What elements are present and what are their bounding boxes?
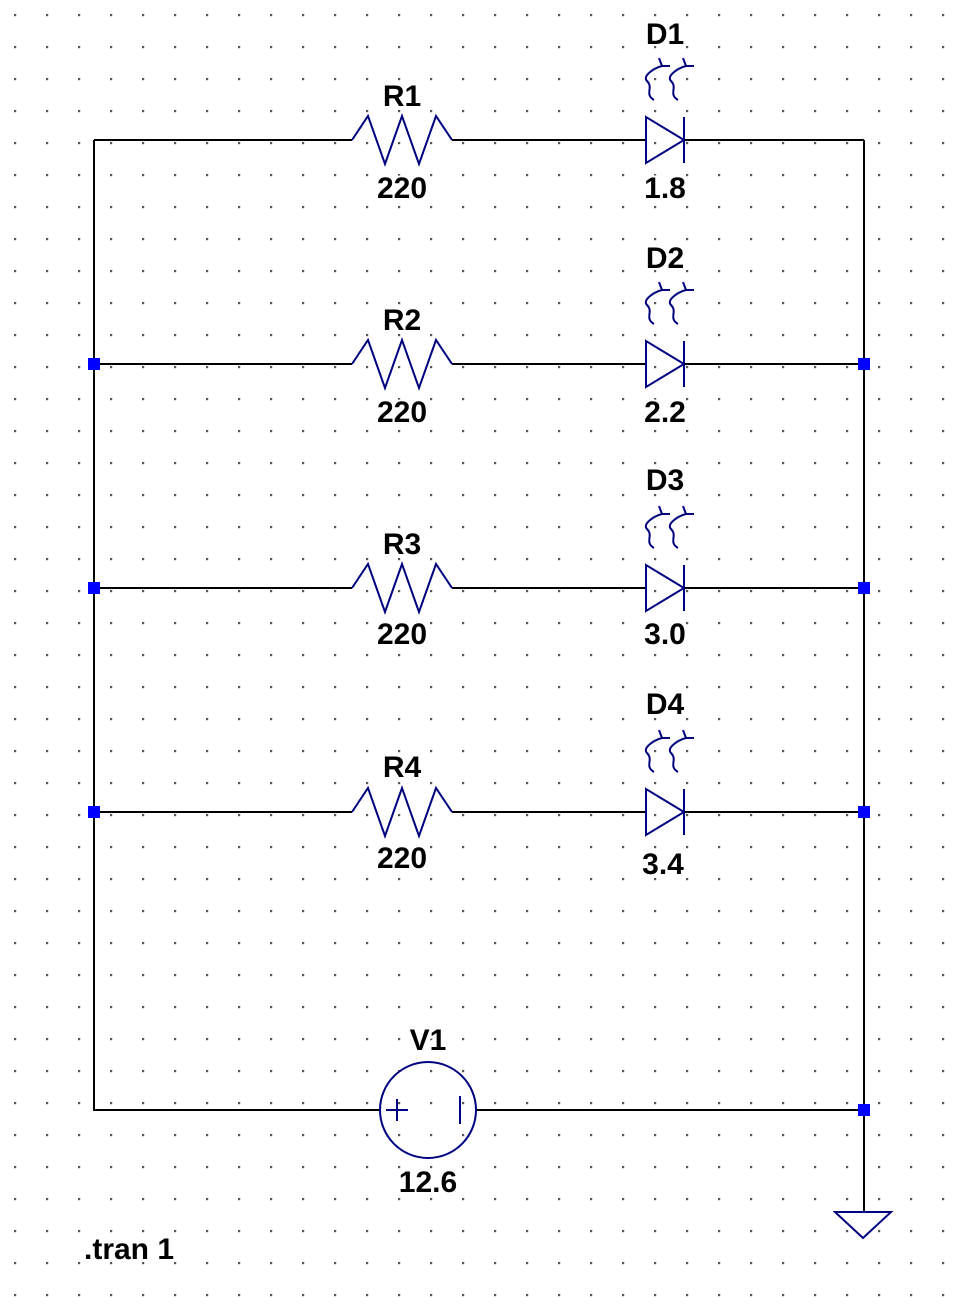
resistor-r4-value: 220 [377,842,427,875]
led-d4-value: 3.4 [642,848,684,881]
led-d4-name: D4 [646,688,685,721]
led-d3-light-icon [644,505,694,549]
led-d3-name: D3 [646,464,684,497]
led-d2-name: D2 [646,242,684,275]
junction-nodes [88,358,870,1116]
led-d4[interactable]: D4 3.4 [640,686,694,883]
led-d1-value: 1.8 [644,172,686,205]
junction-node[interactable] [88,358,100,370]
wires [93,139,865,1212]
led-d1-light-icon [644,57,694,101]
resistor-r1-value: 220 [377,172,427,205]
resistor-r3[interactable]: R3 220 [351,526,453,653]
junction-node[interactable] [858,358,870,370]
ground-icon[interactable] [832,1211,894,1240]
junction-node[interactable] [858,1104,870,1116]
resistor-r1-name: R1 [383,80,421,113]
junction-node[interactable] [858,582,870,594]
resistor-r4-name: R4 [383,751,422,784]
voltage-source-v1[interactable]: V1 12.6 [379,1022,477,1201]
led-d2-light-icon [644,281,694,325]
led-d3[interactable]: D3 3.0 [642,462,694,653]
junction-node[interactable] [858,806,870,818]
led-d3-value: 3.0 [644,618,686,651]
resistor-r2-value: 220 [377,396,427,429]
led-d4-light-icon [644,729,694,773]
resistor-r1[interactable]: R1 220 [351,78,453,207]
resistor-r3-value: 220 [377,618,427,651]
resistor-r2[interactable]: R2 220 [351,302,453,431]
wire-left-rail[interactable] [93,140,380,1111]
resistor-r4[interactable]: R4 220 [351,749,453,877]
led-d2[interactable]: D2 2.2 [642,240,694,431]
led-d1[interactable]: D1 1.8 [642,16,694,207]
voltage-source-v1-value: 12.6 [399,1166,457,1199]
led-d2-value: 2.2 [644,396,686,429]
spice-directive[interactable]: .tran 1 [82,1231,176,1268]
resistor-r2-name: R2 [383,304,421,337]
plus-icon [386,1099,408,1121]
junction-node[interactable] [88,582,100,594]
voltage-source-v1-name: V1 [410,1024,447,1057]
junction-node[interactable] [88,806,100,818]
led-d1-name: D1 [646,18,684,51]
resistor-r3-name: R3 [383,528,421,561]
